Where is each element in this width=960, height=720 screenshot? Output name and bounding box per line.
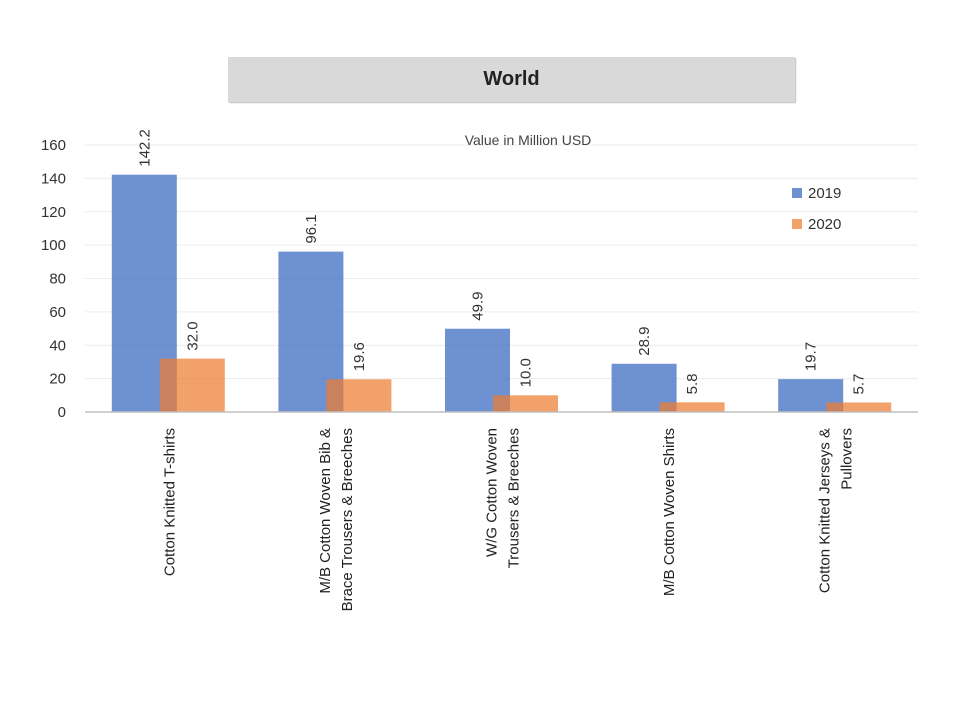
chart-title-banner: World	[228, 57, 795, 102]
y-tick-label: 60	[49, 304, 66, 321]
data-label-2020-4: 5.8	[684, 373, 701, 394]
x-category-label: Cotton Knitted Jerseys &	[817, 428, 834, 593]
y-tick-label: 120	[41, 204, 66, 221]
x-axis: Cotton Knitted T-shirts M/B Cotton Woven …	[85, 411, 918, 611]
y-tick-label: 140	[41, 170, 66, 187]
data-label-2019-5: 19.7	[803, 342, 820, 371]
y-tick-label: 0	[58, 404, 66, 421]
data-labels: 142.2 32.0 96.1 19.6 49.9 10.0 28.9 5.8 19.7 5.7	[136, 129, 867, 394]
y-tick-label: 100	[41, 237, 66, 254]
y-tick-label: 20	[49, 371, 66, 388]
x-category-label: M/B Cotton Woven Shirts	[661, 428, 678, 596]
y-tick-label: 80	[49, 271, 66, 288]
x-category-label: Cotton Knitted T-shirts	[161, 428, 178, 576]
bar-2020-5	[826, 402, 892, 412]
y-tick-label: 160	[41, 137, 66, 154]
chart-title: World	[483, 68, 540, 90]
x-category-label: M/B Cotton Woven Bib &	[317, 428, 334, 594]
y-axis: 0 20 40 60 80 100 120 140 160	[41, 137, 66, 421]
data-label-2020-2: 19.6	[351, 342, 368, 371]
data-label-2020-5: 5.7	[851, 374, 868, 395]
legend-label-2020: 2020	[808, 216, 841, 233]
legend-label-2019: 2019	[808, 185, 841, 202]
bar-2020-4	[659, 402, 725, 412]
bar-2020-3	[493, 395, 558, 412]
data-label-2020-1: 32.0	[184, 321, 201, 350]
y-tick-label: 40	[49, 337, 66, 354]
legend-swatch-2019	[792, 188, 802, 198]
data-label-2019-4: 28.9	[636, 327, 653, 356]
data-label-2019-2: 96.1	[303, 214, 320, 243]
x-category-label: W/G Cotton Woven	[484, 428, 501, 557]
data-label-2019-3: 49.9	[470, 292, 487, 321]
x-category-label: Trousers & Breeches	[506, 428, 523, 568]
bar-2020-2	[326, 379, 392, 412]
bars	[111, 174, 892, 412]
chart-subtitle: Value in Million USD	[465, 132, 592, 148]
legend-swatch-2020	[792, 219, 802, 229]
data-label-2020-3: 10.0	[518, 358, 535, 387]
x-category-label: Pullovers	[839, 428, 856, 490]
legend: 2019 2020	[792, 185, 841, 233]
bar-2020-1	[159, 358, 225, 412]
x-category-label: Brace Trousers & Breeches	[339, 428, 356, 611]
data-label-2019-1: 142.2	[136, 129, 153, 167]
